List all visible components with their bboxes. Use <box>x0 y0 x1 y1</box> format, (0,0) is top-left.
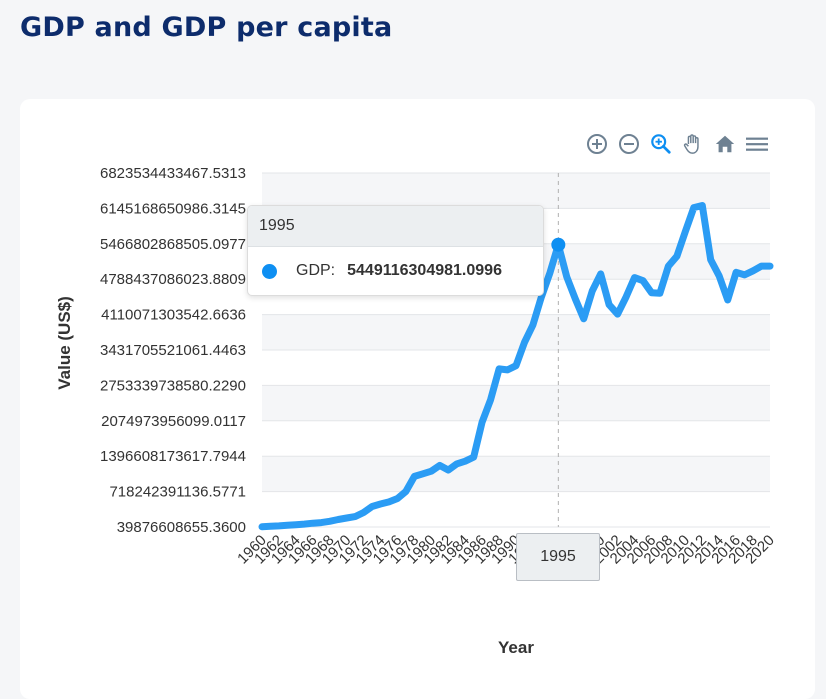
zoom-in-icon <box>587 134 607 154</box>
active-data-point[interactable] <box>551 237 566 252</box>
tooltip-value: 5449116304981.0996 <box>347 262 502 279</box>
plot-band <box>262 173 770 209</box>
y-tick-label: 5466802868505.0977 <box>100 236 246 253</box>
y-tick-label: 4788437086023.8809 <box>100 271 246 288</box>
y-tick-label: 718242391136.5771 <box>109 484 246 501</box>
page-title: GDP and GDP per capita <box>20 12 393 43</box>
selection-zoom-icon <box>651 134 671 154</box>
y-tick-label: 39876608655.3600 <box>117 519 246 536</box>
zoom-out-button[interactable] <box>618 133 640 155</box>
y-axis-title: Value (US$) <box>55 296 74 390</box>
y-tick-label: 3431705521061.4463 <box>100 342 246 359</box>
tooltip-body: GDP: 5449116304981.0996 <box>248 247 543 295</box>
y-tick-label: 4110071303542.6636 <box>101 307 246 324</box>
y-tick-label: 1396608173617.7944 <box>100 448 246 465</box>
reset-zoom-button[interactable] <box>714 133 736 155</box>
y-tick-label: 6823534433467.5313 <box>100 165 246 182</box>
y-tick-label: 2074973956099.0117 <box>101 413 246 430</box>
series-marker-icon <box>262 263 277 279</box>
selection-zoom-button[interactable] <box>650 133 672 155</box>
y-tick-label: 6145168650986.3145 <box>100 200 246 217</box>
chart-toolbar <box>586 133 778 155</box>
series-line-gdp[interactable] <box>258 202 774 531</box>
x-axis-ticks: 1960196219641966196819701972197419761978… <box>234 532 778 568</box>
crosshair-x-label: 1995 <box>516 533 600 581</box>
plot-band <box>262 456 770 492</box>
menu-button[interactable] <box>746 133 768 155</box>
data-tooltip: 1995 GDP: 5449116304981.0996 <box>247 205 544 296</box>
reset-home-icon <box>715 135 735 153</box>
y-tick-label: 2753339738580.2290 <box>100 377 246 394</box>
pan-button[interactable] <box>682 133 704 155</box>
plot-band <box>262 314 770 350</box>
zoom-out-icon <box>619 134 639 154</box>
tooltip-header: 1995 <box>248 206 543 247</box>
menu-icon <box>746 137 768 151</box>
plot-band <box>262 385 770 421</box>
gdp-line-chart: 6823534433467.5313 6145168650986.3145 5466… <box>55 165 778 657</box>
zoom-in-button[interactable] <box>586 133 608 155</box>
y-axis-ticks: 6823534433467.5313 6145168650986.3145 5466… <box>100 165 246 536</box>
tooltip-series-name: GDP: <box>296 262 336 279</box>
pan-icon <box>683 134 699 154</box>
x-axis-title: Year <box>498 638 534 657</box>
